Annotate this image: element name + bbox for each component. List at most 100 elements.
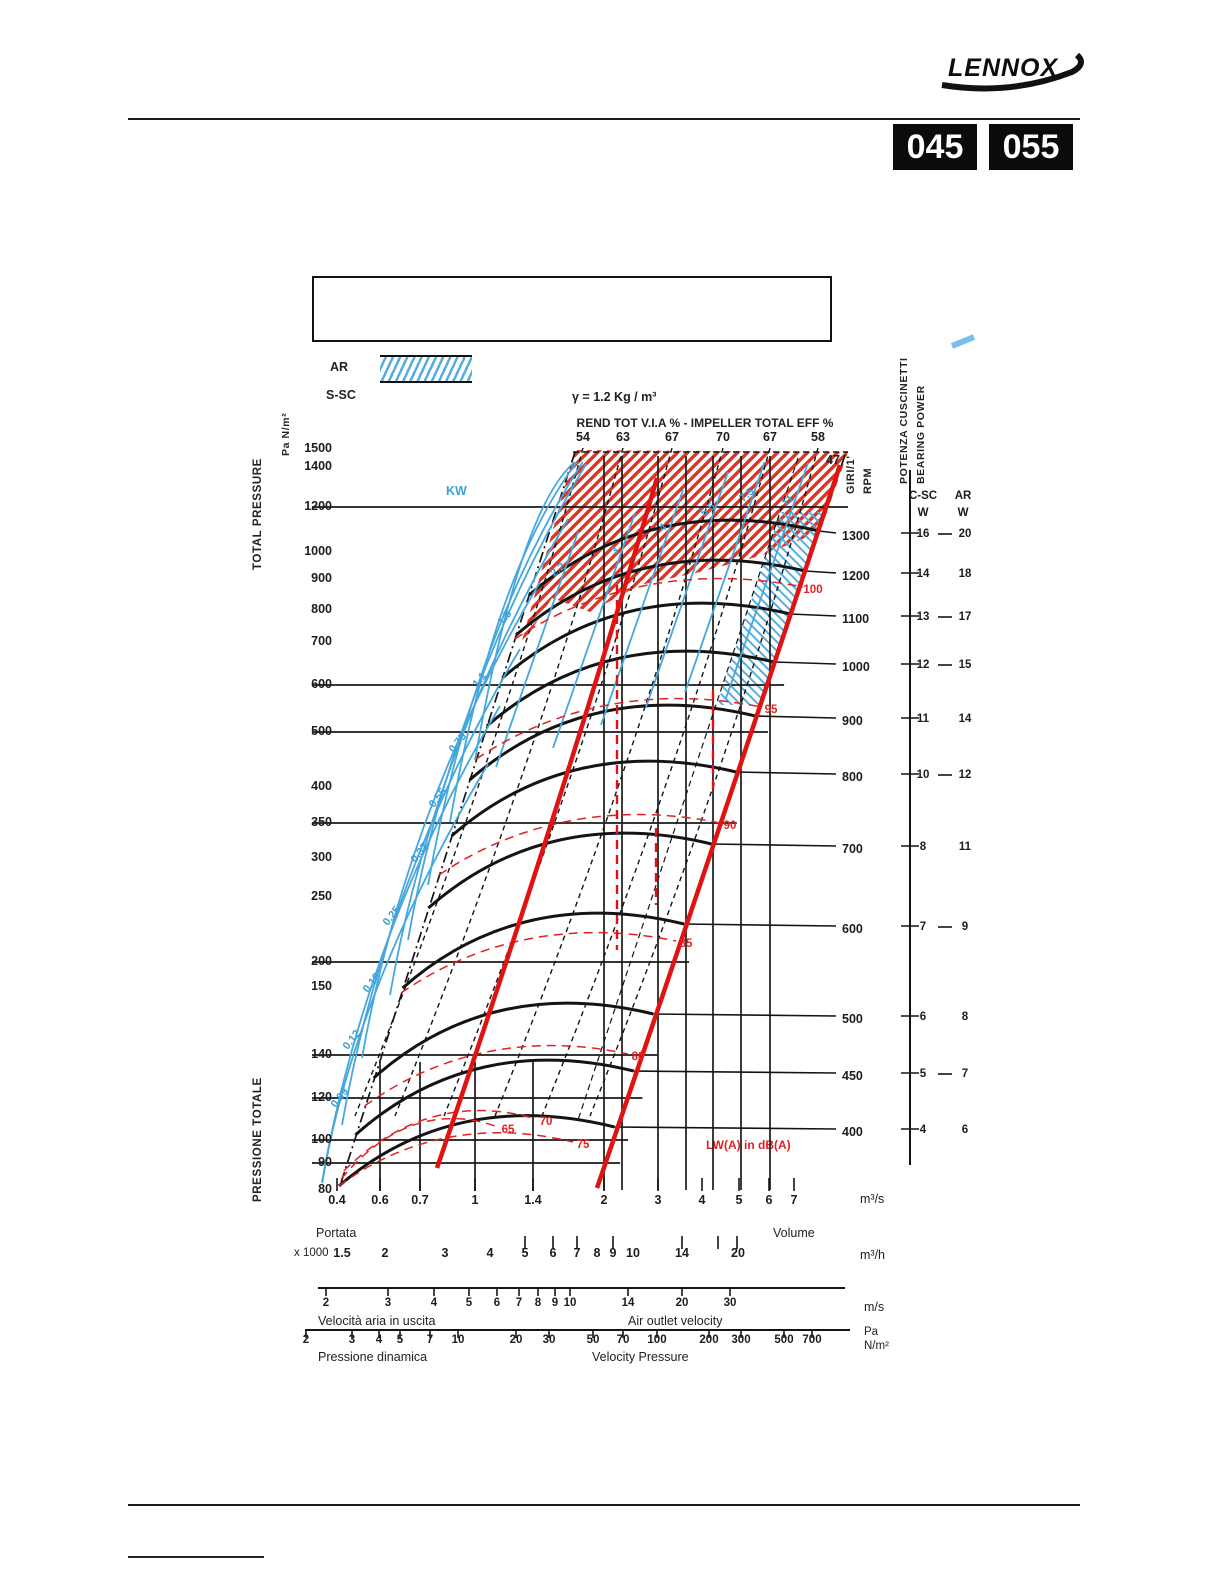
bearing-ar-value: 9 [961, 921, 969, 933]
bearing-ar-value: 6 [961, 1124, 969, 1136]
kw-curve-label-1.1: 1.1 [470, 670, 490, 690]
ms-tick-20: 20 [675, 1297, 689, 1309]
bearing-ar-value: 20 [958, 528, 972, 540]
selection-line-left [434, 477, 660, 1169]
header-rule [128, 118, 1080, 120]
m3s-tick-0.7: 0.7 [411, 1193, 429, 1207]
rpm-curve-1300 [528, 518, 820, 597]
dba-curve-label-100: 100 [803, 584, 823, 596]
rpm-tick-500: 500 [842, 1012, 863, 1026]
dba-curve-100 [514, 577, 804, 640]
dba-curve-90 [438, 813, 721, 876]
bearing-ar-value: 7 [961, 1068, 969, 1080]
m3h-tick-10: 10 [626, 1246, 640, 1260]
ms-tick-14: 14 [621, 1297, 635, 1309]
bearing-csc-value: 10 [916, 769, 930, 781]
pa-tick-20: 20 [509, 1334, 523, 1346]
unit-m3s: m³/s [860, 1192, 885, 1206]
dba-curve-70 [343, 1109, 537, 1172]
pressure-tick-100: 100 [311, 1132, 332, 1146]
pressure-tick-200: 200 [311, 954, 332, 968]
model-badges: 045 055 [893, 124, 1085, 170]
bearing-unit-csc: W [917, 507, 929, 519]
ms-tick-6: 6 [493, 1297, 501, 1309]
bearing-csc-value: 12 [916, 659, 930, 671]
rpm-curve-600 [401, 911, 685, 990]
m3s-tick-2: 2 [600, 1193, 608, 1207]
m3s-tick-0.4: 0.4 [328, 1193, 346, 1207]
m3s-tick-3: 3 [654, 1193, 662, 1207]
pa-tick-50: 50 [586, 1334, 600, 1346]
pressure-tick-1200: 1200 [304, 499, 332, 513]
pressure-tick-350: 350 [311, 815, 332, 829]
title-box [312, 276, 832, 342]
ms-tick-5: 5 [465, 1297, 473, 1309]
dba-curve-80 [364, 1044, 629, 1107]
m3s-tick-6: 6 [765, 1193, 773, 1207]
pressure-tick-300: 300 [311, 850, 332, 864]
efficiency-tick-58: 58 [811, 430, 825, 444]
ms-tick-3: 3 [384, 1297, 392, 1309]
ms-tick-30: 30 [723, 1297, 737, 1309]
legend-ssc-label: S-SC [326, 388, 356, 402]
pa-tick-2: 2 [302, 1334, 310, 1346]
bearing-unit-ar: W [957, 507, 969, 519]
pressure-tick-400: 400 [311, 779, 332, 793]
pressure-tick-1400: 1400 [304, 459, 332, 473]
dba-curve-label-70: 70 [539, 1116, 553, 1128]
bearing-csc-value: 5 [919, 1068, 927, 1080]
dba-curve-label-75: 75 [576, 1139, 590, 1151]
m3h-tick-20: 20 [731, 1246, 745, 1260]
rpm-tick-800: 800 [842, 770, 863, 784]
kw-curve-label-11: 11 [779, 492, 797, 510]
m3h-tick-7: 7 [573, 1246, 581, 1260]
kw-curve-1.1 [449, 461, 578, 823]
bearing-csc-value: 8 [919, 841, 927, 853]
kw-curve-label-3: 3 [608, 544, 622, 558]
unit-pa: Pa [864, 1326, 879, 1338]
pressure-tick-90: 90 [318, 1155, 332, 1169]
pa-tick-500: 500 [774, 1334, 794, 1346]
rpm-curve-500 [372, 1001, 654, 1080]
ms-tick-10: 10 [563, 1297, 577, 1309]
brand-logo-text: LENNOX [948, 54, 1059, 82]
pressure-tick-500: 500 [311, 724, 332, 738]
m3h-tick-4: 4 [486, 1246, 494, 1260]
pa-tick-700: 700 [802, 1334, 822, 1346]
kw-curve-11 [725, 462, 809, 699]
m3h-tick-1.5: 1.5 [333, 1246, 351, 1260]
unit-m3h: m³/h [860, 1248, 885, 1262]
rpm-tick-700: 700 [842, 842, 863, 856]
rpm-curve-700 [427, 831, 712, 910]
ms-tick-2: 2 [322, 1297, 330, 1309]
rpm-curve-450 [354, 1058, 635, 1137]
kw-curve-2.2 [495, 531, 579, 768]
pa-tick-300: 300 [731, 1334, 751, 1346]
pressure-tick-120: 120 [311, 1090, 332, 1104]
pressure-tick-900: 900 [311, 571, 332, 585]
x1000-label: x 1000 [294, 1247, 329, 1259]
dba-curve-label-95: 95 [764, 704, 778, 716]
pressure-tick-150: 150 [311, 979, 332, 993]
unit-nm2: N/m² [864, 1340, 889, 1352]
dba-curve-65 [340, 1117, 499, 1180]
bearing-ar-value: 8 [961, 1011, 969, 1023]
rpm-tick-1000: 1000 [842, 660, 870, 674]
bearing-col-csc-header: C-SC [908, 490, 938, 502]
top-axis-label: REND TOT V.I.A % - IMPELLER TOTAL EFF % [576, 416, 834, 430]
m3s-tick-4: 4 [698, 1193, 706, 1207]
bearing-csc-value: 7 [919, 921, 927, 933]
efficiency-tick-67: 67 [763, 430, 777, 444]
rpm-tick-1100: 1100 [842, 612, 870, 626]
pa-tick-10: 10 [451, 1334, 465, 1346]
footer-rule [128, 1504, 1080, 1506]
flow-label-volume: Volume [773, 1226, 815, 1240]
overspeed-hatch-zone [520, 450, 848, 648]
efficiency-tick-70: 70 [716, 430, 730, 444]
rpm-tick-1200: 1200 [842, 569, 870, 583]
ms-tick-9: 9 [551, 1297, 559, 1309]
m3h-tick-2: 2 [381, 1246, 389, 1260]
dba-curve-label-80: 80 [631, 1051, 645, 1063]
